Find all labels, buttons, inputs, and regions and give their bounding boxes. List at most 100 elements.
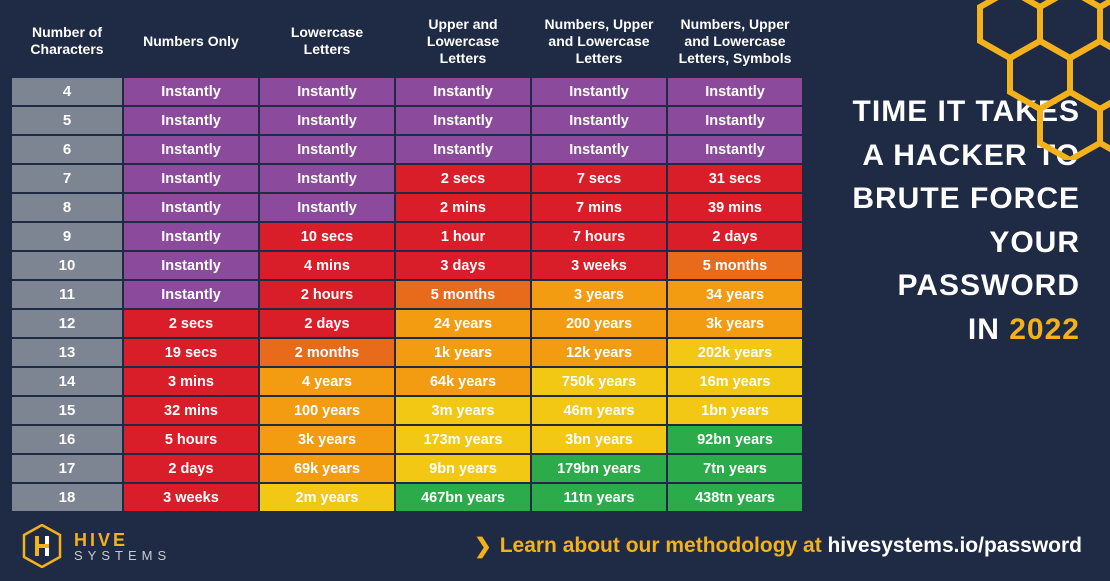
footer: HIVE SYSTEMS ❯ Learn about our methodolo… bbox=[0, 517, 1110, 581]
data-cell: Instantly bbox=[396, 78, 530, 105]
data-cell: 202k years bbox=[668, 339, 802, 366]
data-cell: Instantly bbox=[260, 136, 394, 163]
data-cell: 7 hours bbox=[532, 223, 666, 250]
data-cell: 31 secs bbox=[668, 165, 802, 192]
headline-line: TIME IT TAKES bbox=[814, 90, 1080, 134]
data-cell: Instantly bbox=[396, 107, 530, 134]
column-header: Numbers, Upper and Lowercase Letters, Sy… bbox=[668, 12, 802, 76]
data-cell: Instantly bbox=[668, 78, 802, 105]
column-header: Numbers Only bbox=[124, 12, 258, 76]
row-header: 12 bbox=[12, 310, 122, 337]
table-row: 5InstantlyInstantlyInstantlyInstantlyIns… bbox=[12, 107, 802, 134]
row-header: 9 bbox=[12, 223, 122, 250]
table-row: 183 weeks2m years467bn years11tn years43… bbox=[12, 484, 802, 511]
data-cell: Instantly bbox=[124, 223, 258, 250]
data-cell: Instantly bbox=[124, 165, 258, 192]
table-row: 4InstantlyInstantlyInstantlyInstantlyIns… bbox=[12, 78, 802, 105]
chevron-right-icon: ❯ bbox=[474, 534, 492, 559]
data-cell: 2 days bbox=[260, 310, 394, 337]
data-cell: 1bn years bbox=[668, 397, 802, 424]
data-cell: 7 secs bbox=[532, 165, 666, 192]
data-cell: Instantly bbox=[124, 252, 258, 279]
table-row: 9Instantly10 secs1 hour7 hours2 days bbox=[12, 223, 802, 250]
headline-line: PASSWORD bbox=[814, 264, 1080, 308]
row-header: 7 bbox=[12, 165, 122, 192]
brand-name-top: HIVE bbox=[74, 531, 171, 549]
data-cell: 100 years bbox=[260, 397, 394, 424]
table-body: 4InstantlyInstantlyInstantlyInstantlyIns… bbox=[12, 78, 802, 511]
table-row: 11Instantly2 hours5 months3 years34 year… bbox=[12, 281, 802, 308]
data-cell: 173m years bbox=[396, 426, 530, 453]
row-header: 6 bbox=[12, 136, 122, 163]
headline-line: A HACKER TO bbox=[814, 134, 1080, 178]
data-cell: 2 secs bbox=[396, 165, 530, 192]
data-cell: 3 years bbox=[532, 281, 666, 308]
row-header: 17 bbox=[12, 455, 122, 482]
table-row: 172 days69k years9bn years179bn years7tn… bbox=[12, 455, 802, 482]
data-cell: 19 secs bbox=[124, 339, 258, 366]
data-cell: 12k years bbox=[532, 339, 666, 366]
data-cell: 3 weeks bbox=[532, 252, 666, 279]
data-cell: 3k years bbox=[668, 310, 802, 337]
column-header: Numbers, Upper and Lowercase Letters bbox=[532, 12, 666, 76]
table-header: Number of CharactersNumbers OnlyLowercas… bbox=[12, 12, 802, 76]
data-cell: 24 years bbox=[396, 310, 530, 337]
data-cell: 2m years bbox=[260, 484, 394, 511]
cta-text: Learn about our methodology at bbox=[500, 534, 828, 557]
data-cell: Instantly bbox=[668, 107, 802, 134]
data-cell: 34 years bbox=[668, 281, 802, 308]
data-cell: 2 mins bbox=[396, 194, 530, 221]
headline-line: BRUTE FORCE bbox=[814, 177, 1080, 221]
data-cell: 1k years bbox=[396, 339, 530, 366]
data-cell: Instantly bbox=[260, 78, 394, 105]
row-header: 16 bbox=[12, 426, 122, 453]
data-cell: Instantly bbox=[260, 194, 394, 221]
brand-mark-icon bbox=[22, 524, 62, 568]
data-cell: 7 mins bbox=[532, 194, 666, 221]
brute-force-table: Number of CharactersNumbers OnlyLowercas… bbox=[10, 10, 804, 513]
data-cell: 3 weeks bbox=[124, 484, 258, 511]
data-cell: 11tn years bbox=[532, 484, 666, 511]
data-cell: 467bn years bbox=[396, 484, 530, 511]
table-row: 6InstantlyInstantlyInstantlyInstantlyIns… bbox=[12, 136, 802, 163]
data-cell: 69k years bbox=[260, 455, 394, 482]
table-row: 1532 mins100 years3m years46m years1bn y… bbox=[12, 397, 802, 424]
data-cell: 16m years bbox=[668, 368, 802, 395]
data-cell: Instantly bbox=[532, 136, 666, 163]
data-cell: 64k years bbox=[396, 368, 530, 395]
data-cell: 1 hour bbox=[396, 223, 530, 250]
data-cell: 3 days bbox=[396, 252, 530, 279]
data-cell: 3m years bbox=[396, 397, 530, 424]
row-header: 13 bbox=[12, 339, 122, 366]
data-cell: Instantly bbox=[532, 107, 666, 134]
data-cell: Instantly bbox=[532, 78, 666, 105]
data-cell: Instantly bbox=[260, 107, 394, 134]
data-cell: 3k years bbox=[260, 426, 394, 453]
data-cell: 10 secs bbox=[260, 223, 394, 250]
data-cell: 5 hours bbox=[124, 426, 258, 453]
brand-name-bottom: SYSTEMS bbox=[74, 549, 171, 562]
data-cell: 2 months bbox=[260, 339, 394, 366]
data-cell: 2 days bbox=[124, 455, 258, 482]
data-cell: Instantly bbox=[396, 136, 530, 163]
data-cell: 46m years bbox=[532, 397, 666, 424]
row-header: 4 bbox=[12, 78, 122, 105]
data-cell: Instantly bbox=[124, 136, 258, 163]
data-cell: 5 months bbox=[668, 252, 802, 279]
column-header: Upper and Lowercase Letters bbox=[396, 12, 530, 76]
row-header: 5 bbox=[12, 107, 122, 134]
data-cell: Instantly bbox=[124, 281, 258, 308]
data-cell: 9bn years bbox=[396, 455, 530, 482]
data-cell: 2 hours bbox=[260, 281, 394, 308]
data-cell: Instantly bbox=[260, 165, 394, 192]
methodology-link[interactable]: ❯ Learn about our methodology at hivesys… bbox=[474, 534, 1082, 559]
data-cell: 4 mins bbox=[260, 252, 394, 279]
data-cell: Instantly bbox=[124, 194, 258, 221]
row-header: 10 bbox=[12, 252, 122, 279]
data-cell: 5 months bbox=[396, 281, 530, 308]
row-header: 18 bbox=[12, 484, 122, 511]
table-row: 8InstantlyInstantly2 mins7 mins39 mins bbox=[12, 194, 802, 221]
table-row: 7InstantlyInstantly2 secs7 secs31 secs bbox=[12, 165, 802, 192]
row-header: 15 bbox=[12, 397, 122, 424]
data-cell: 3bn years bbox=[532, 426, 666, 453]
